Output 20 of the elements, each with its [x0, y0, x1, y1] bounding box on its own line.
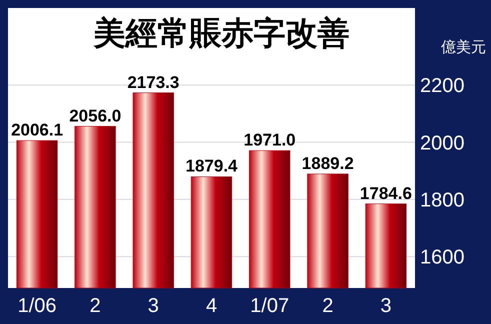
y-axis-title: 億美元	[441, 39, 486, 56]
y-tick-label: 2200	[420, 75, 464, 98]
y-tick-label: 1800	[420, 189, 464, 212]
data-label: 1889.2	[302, 154, 354, 173]
data-label: 1784.6	[360, 184, 412, 203]
data-label: 1879.4	[186, 156, 238, 176]
x-tick-label: 2	[322, 295, 334, 317]
x-tick-label: 1/07	[250, 295, 290, 317]
y-tick-label: 2000	[420, 132, 464, 154]
chart-title: 美經常賬赤字改善	[92, 15, 350, 51]
y-tick-label: 1600	[420, 246, 464, 269]
data-label: 1971.0	[244, 130, 296, 150]
x-tick-label: 4	[206, 295, 218, 317]
data-label: 2173.3	[127, 72, 180, 92]
x-tick-label: 1/06	[18, 295, 57, 317]
x-tick-label: 2	[90, 295, 101, 317]
x-tick-label: 3	[380, 295, 392, 317]
x-tick-label: 3	[148, 295, 159, 317]
data-label: 2056.0	[69, 106, 122, 126]
data-label: 2006.1	[11, 120, 64, 140]
